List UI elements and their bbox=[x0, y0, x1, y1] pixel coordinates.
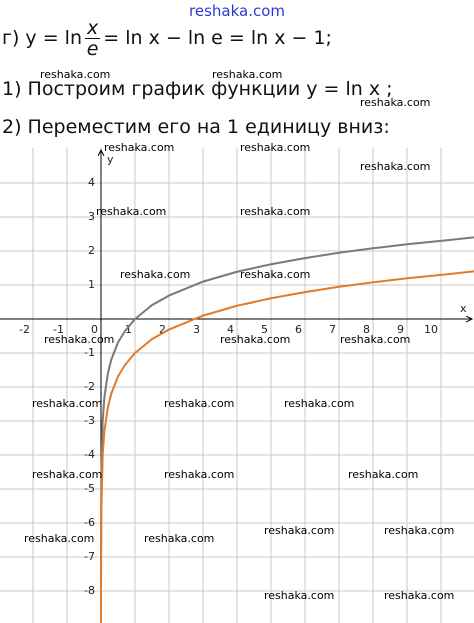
x-tick-label: 2 bbox=[159, 323, 166, 336]
x-tick-label: 1 bbox=[125, 323, 132, 336]
x-tick-label: -2 bbox=[19, 323, 30, 336]
watermark: reshaka.com bbox=[104, 141, 175, 154]
y-tick-label: -7 bbox=[84, 550, 95, 563]
watermark: reshaka.com bbox=[284, 397, 355, 410]
watermark: reshaka.com bbox=[240, 268, 311, 281]
y-tick-label: -4 bbox=[84, 448, 95, 461]
y-tick-label: 3 bbox=[88, 210, 95, 223]
watermark: reshaka.com bbox=[264, 524, 335, 537]
watermark: reshaka.com bbox=[340, 333, 411, 346]
x-tick-label: 7 bbox=[329, 323, 336, 336]
watermark: reshaka.com bbox=[240, 141, 311, 154]
watermark: reshaka.com bbox=[164, 468, 235, 481]
watermark: reshaka.com bbox=[144, 532, 215, 545]
watermark: reshaka.com bbox=[212, 68, 283, 81]
x-tick-label: 3 bbox=[193, 323, 200, 336]
watermark: reshaka.com bbox=[44, 333, 115, 346]
equation-line: г) y = ln x e = ln x − ln e = ln x − 1; bbox=[2, 18, 332, 59]
watermark: reshaka.com bbox=[384, 589, 455, 602]
watermark: reshaka.com bbox=[40, 68, 111, 81]
watermark: reshaka.com bbox=[32, 468, 103, 481]
watermark: reshaka.com bbox=[360, 160, 431, 173]
equation-suffix: = ln x − ln e = ln x − 1; bbox=[103, 27, 332, 49]
watermark: reshaka.com bbox=[120, 268, 191, 281]
y-tick-label: -2 bbox=[84, 380, 95, 393]
function-curve bbox=[100, 236, 474, 609]
x-tick-label: 10 bbox=[424, 323, 438, 336]
watermark: reshaka.com bbox=[384, 524, 455, 537]
y-tick-label: -5 bbox=[84, 482, 95, 495]
x-tick-label: 6 bbox=[295, 323, 302, 336]
denominator: e bbox=[86, 38, 99, 60]
x-tick-label: 9 bbox=[397, 323, 404, 336]
x-tick-label: 0 bbox=[91, 323, 98, 336]
y-tick-label: -3 bbox=[84, 414, 95, 427]
chart: -2 -1 0 1 2 3 4 5 6 7 8 9 10 -8 -7 -6 -5 -4 -3 -2 -1 1 2 3 4 x y bbox=[0, 148, 474, 623]
watermark: reshaka.com bbox=[220, 333, 291, 346]
site-link: reshaka.com bbox=[189, 2, 285, 20]
x-tick-label: -1 bbox=[53, 323, 64, 336]
y-tick-label: 2 bbox=[88, 244, 95, 257]
y-tick-label: 4 bbox=[88, 176, 95, 189]
watermark: reshaka.com bbox=[96, 205, 167, 218]
y-tick-label: -8 bbox=[84, 584, 95, 597]
y-axis-label: y bbox=[107, 153, 114, 166]
watermark: reshaka.com bbox=[24, 532, 95, 545]
x-tick-label: 5 bbox=[261, 323, 268, 336]
watermark: reshaka.com bbox=[264, 589, 335, 602]
y-tick-label: -1 bbox=[84, 346, 95, 359]
numerator: x bbox=[85, 17, 101, 39]
watermark: reshaka.com bbox=[240, 205, 311, 218]
watermark: reshaka.com bbox=[32, 397, 103, 410]
function-curve bbox=[100, 270, 474, 623]
equation-prefix: г) y = ln bbox=[2, 27, 82, 49]
y-tick-label: 1 bbox=[88, 278, 95, 291]
x-tick-label: 8 bbox=[363, 323, 370, 336]
watermark: reshaka.com bbox=[348, 468, 419, 481]
x-axis-label: x bbox=[460, 302, 467, 315]
x-tick-label: 4 bbox=[227, 323, 234, 336]
watermark: reshaka.com bbox=[164, 397, 235, 410]
step-1: 1) Построим график функции y = ln x ; bbox=[2, 78, 393, 100]
step-2: 2) Переместим его на 1 единицу вниз: bbox=[2, 116, 390, 138]
y-tick-label: -6 bbox=[84, 516, 95, 529]
watermark: reshaka.com bbox=[360, 96, 431, 109]
